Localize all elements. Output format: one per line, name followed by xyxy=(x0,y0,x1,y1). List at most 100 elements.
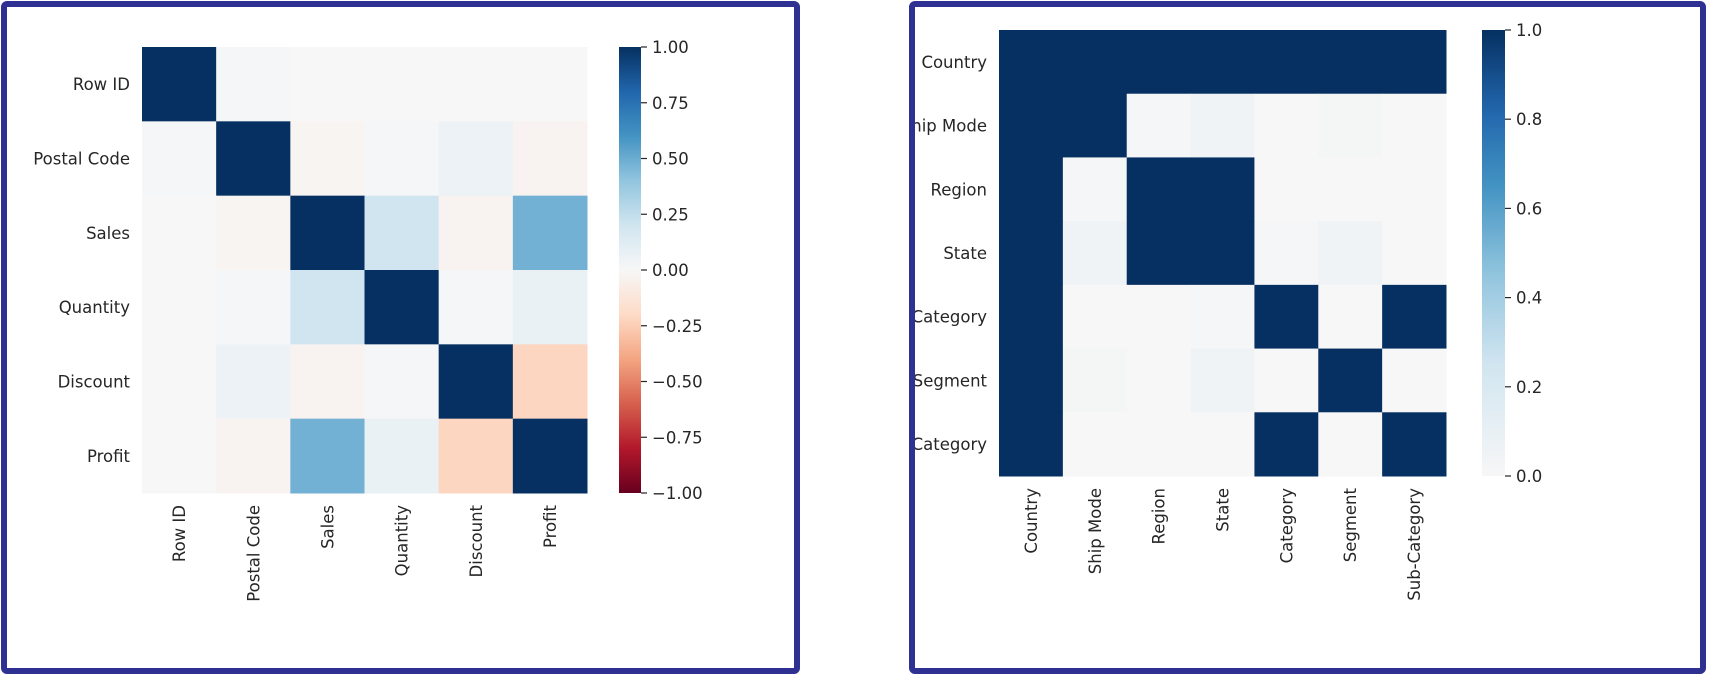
heatmap-cell xyxy=(216,195,291,271)
column-label: Country xyxy=(1022,488,1041,554)
heatmap-cell xyxy=(438,195,514,271)
heatmap-cell xyxy=(142,195,217,271)
column-label: Sales xyxy=(318,505,337,549)
heatmap-cell xyxy=(1062,30,1128,95)
heatmap-cell xyxy=(290,418,365,494)
row-label: Discount xyxy=(58,373,131,392)
row-label: Ship Mode xyxy=(915,117,987,136)
heatmap-cell xyxy=(1190,157,1255,222)
colorbar xyxy=(619,47,641,493)
heatmap-cell xyxy=(512,195,588,271)
colorbar-tick-label: 0.2 xyxy=(1516,378,1542,397)
row-label: Category xyxy=(915,308,987,327)
heatmap-cell xyxy=(438,121,514,197)
heatmap-cell xyxy=(1382,157,1447,222)
heatmap-cell xyxy=(1126,30,1192,95)
heatmap-cell xyxy=(1382,284,1447,350)
heatmap-cell xyxy=(1382,221,1447,286)
heatmap-cell xyxy=(1318,412,1383,477)
heatmap-cell xyxy=(290,121,365,197)
heatmap-cell xyxy=(1190,348,1255,413)
row-label: Row ID xyxy=(73,75,130,94)
heatmap-cell xyxy=(1190,284,1255,350)
heatmap-cell xyxy=(364,47,440,122)
heatmap-cell xyxy=(1062,221,1128,286)
heatmap-cell xyxy=(438,270,514,345)
heatmap-cell xyxy=(1126,157,1192,222)
colorbar-tick-label: 0.6 xyxy=(1516,199,1542,218)
column-label: Ship Mode xyxy=(1086,488,1105,574)
heatmap-cell xyxy=(1254,30,1319,95)
colorbar-tick-label: 0.50 xyxy=(652,150,689,169)
heatmap-cell xyxy=(1062,348,1128,413)
colorbar-tick-label: 0.4 xyxy=(1516,289,1542,308)
heatmap-cell xyxy=(512,418,588,494)
heatmap-cell xyxy=(142,47,217,122)
colorbar xyxy=(1482,30,1505,476)
heatmap-cell xyxy=(142,418,217,494)
heatmap-cell xyxy=(999,157,1064,222)
heatmap-cell xyxy=(1126,284,1192,350)
heatmap-cell xyxy=(512,344,588,420)
heatmap-cell xyxy=(142,121,217,197)
heatmap-cell xyxy=(142,344,217,420)
heatmap-cell xyxy=(438,344,514,420)
heatmap-cell xyxy=(1318,157,1383,222)
row-label: Sales xyxy=(86,224,130,243)
correlation-heatmap-panel: Row ID Postal Code Sales Quantity Discount Pr… xyxy=(1,1,800,674)
heatmap-cell xyxy=(1254,157,1319,222)
heatmap-cell xyxy=(1062,412,1128,477)
heatmap-cell xyxy=(1318,93,1383,158)
column-label: Segment xyxy=(1341,487,1360,562)
heatmap-cell xyxy=(999,348,1064,413)
heatmap-cell xyxy=(438,47,514,122)
heatmap-cell xyxy=(999,221,1064,286)
heatmap-cell xyxy=(1318,30,1383,95)
heatmap-cell xyxy=(142,270,217,345)
heatmap-cell xyxy=(364,195,440,271)
heatmap-cell xyxy=(1254,93,1319,158)
categorical-association-heatmap: Country Ship Mode Region State Category Segme… xyxy=(915,21,1542,601)
heatmap-cell xyxy=(1254,348,1319,413)
column-label: Postal Code xyxy=(244,505,263,602)
heatmap-cell xyxy=(1190,221,1255,286)
heatmap-cell xyxy=(1126,412,1192,477)
heatmap-cell xyxy=(1254,284,1319,350)
heatmap-cell xyxy=(512,47,588,122)
heatmap-cell xyxy=(1062,284,1128,350)
heatmap-cell xyxy=(1254,412,1319,477)
colorbar-tick-label: 0.0 xyxy=(1516,467,1542,486)
heatmap-cell xyxy=(216,47,291,122)
heatmap-cell xyxy=(1126,93,1192,158)
column-label: Sub-Category xyxy=(1405,488,1424,601)
heatmap-cell xyxy=(1318,348,1383,413)
heatmap-cell xyxy=(290,47,365,122)
colorbar-tick-label: 0.00 xyxy=(652,261,689,280)
categorical-association-heatmap-panel: Country Ship Mode Region State Category Segme… xyxy=(909,1,1706,674)
heatmap-cell xyxy=(999,30,1064,95)
heatmap-cell xyxy=(1190,93,1255,158)
heatmap-cell xyxy=(216,121,291,197)
heatmap-cell xyxy=(290,195,365,271)
colorbar-tick-label: 1.0 xyxy=(1516,21,1542,40)
colorbar-tick-label: 1.00 xyxy=(652,38,689,57)
column-label: Region xyxy=(1150,488,1169,545)
row-label: Quantity xyxy=(59,298,131,317)
colorbar-tick-label: −1.00 xyxy=(652,484,703,503)
heatmap-cell xyxy=(1254,221,1319,286)
heatmap-cell xyxy=(1382,348,1447,413)
heatmap-cell xyxy=(438,418,514,494)
heatmap-cell xyxy=(1318,284,1383,350)
colorbar-tick-label: −0.25 xyxy=(652,317,703,336)
row-label: Country xyxy=(921,53,987,72)
heatmap-cell xyxy=(1062,93,1128,158)
colorbar-tick-label: 0.25 xyxy=(652,205,689,224)
heatmap-cell xyxy=(1318,221,1383,286)
heatmap-cell xyxy=(1382,93,1447,158)
heatmap-cell xyxy=(364,121,440,197)
heatmap-cell xyxy=(364,344,440,420)
heatmap-cell xyxy=(999,93,1064,158)
row-label: Segment xyxy=(915,371,988,390)
heatmap-cell xyxy=(1190,412,1255,477)
heatmap-cell xyxy=(364,418,440,494)
